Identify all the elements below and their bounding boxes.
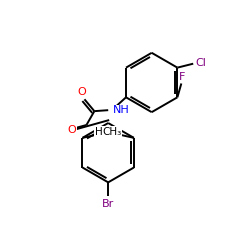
Text: NH: NH xyxy=(113,105,130,115)
Text: O: O xyxy=(77,87,86,97)
Text: Br: Br xyxy=(102,199,114,209)
Text: F: F xyxy=(179,72,186,82)
Text: H₃C: H₃C xyxy=(94,127,114,137)
Text: O: O xyxy=(67,125,76,135)
Text: CH₃: CH₃ xyxy=(102,127,122,137)
Text: Cl: Cl xyxy=(196,58,206,68)
